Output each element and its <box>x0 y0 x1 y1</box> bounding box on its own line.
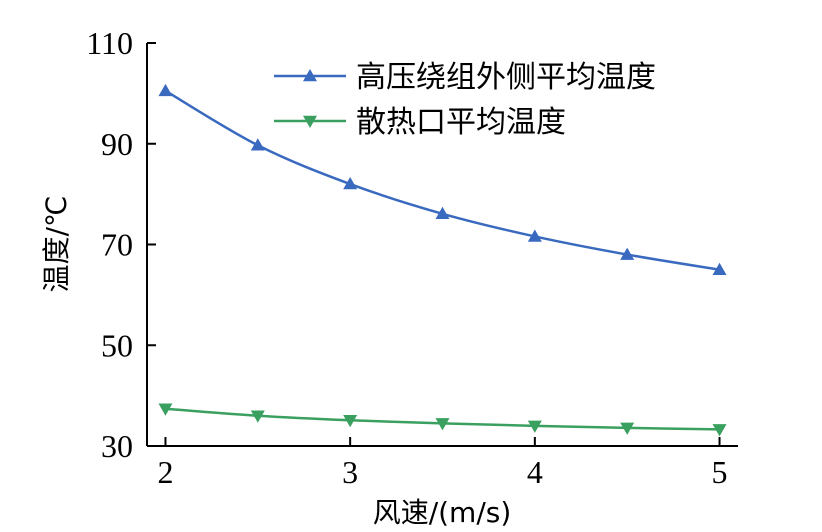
x-tick-label: 5 <box>712 454 728 490</box>
data-point <box>620 247 635 260</box>
data-point <box>158 403 173 416</box>
y-tick-label: 90 <box>101 126 133 162</box>
triangle-up-icon <box>303 69 317 82</box>
y-ticks: 30 50 70 90 110 <box>86 25 156 464</box>
data-point <box>343 415 358 428</box>
x-tick-label: 4 <box>527 454 543 490</box>
data-point <box>712 262 727 275</box>
data-point <box>527 229 542 242</box>
series-2 <box>158 403 727 437</box>
data-point <box>435 206 450 220</box>
x-axis-title: 风速/(m/s) <box>373 496 512 529</box>
series-layer <box>158 83 727 437</box>
triangle-down-icon <box>303 115 317 128</box>
legend-item-series-1: 高压绕组外侧平均温度 <box>274 60 656 95</box>
series-1 <box>158 83 727 275</box>
data-point <box>158 83 173 97</box>
data-point <box>712 424 727 437</box>
y-tick-label: 30 <box>101 428 133 464</box>
data-point <box>250 410 265 423</box>
y-axis-title: 温度/℃ <box>40 196 73 293</box>
legend-label-series-1: 高压绕组外侧平均温度 <box>356 60 656 95</box>
data-point <box>435 418 450 431</box>
axes <box>146 43 738 447</box>
y-tick-label: 110 <box>86 25 133 61</box>
legend: 高压绕组外侧平均温度 散热口平均温度 <box>274 60 656 140</box>
legend-item-series-2: 散热口平均温度 <box>274 105 566 140</box>
x-tick-label: 2 <box>157 454 173 490</box>
y-tick-label: 50 <box>101 327 133 363</box>
x-ticks: 2 3 4 5 <box>157 437 728 490</box>
data-point <box>250 138 265 151</box>
legend-label-series-2: 散热口平均温度 <box>356 105 566 140</box>
x-tick-label: 3 <box>342 454 358 490</box>
data-point <box>527 420 542 433</box>
data-point <box>343 177 358 190</box>
data-point <box>620 422 635 435</box>
y-tick-label: 70 <box>101 227 133 263</box>
